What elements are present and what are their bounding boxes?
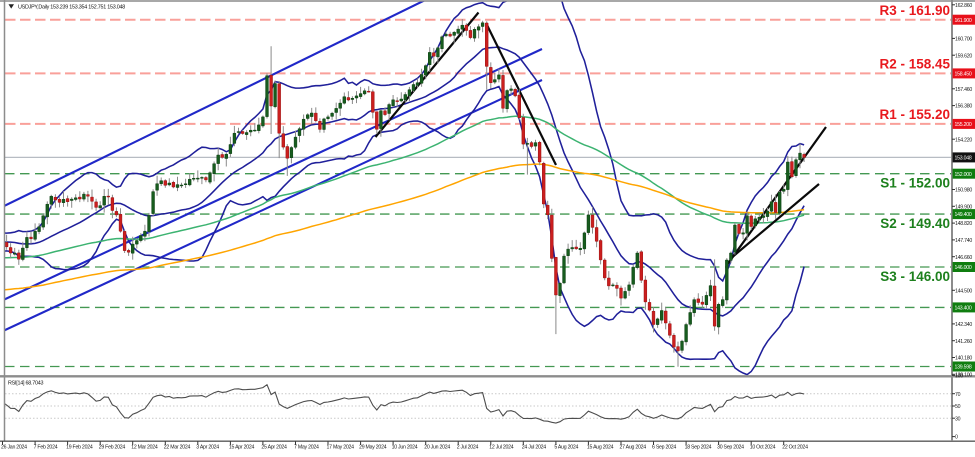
- svg-text:147.740: 147.740: [955, 238, 972, 244]
- svg-text:20 Jun 2024: 20 Jun 2024: [424, 444, 450, 450]
- svg-text:161.900: 161.900: [955, 18, 972, 24]
- svg-text:10 Oct 2024: 10 Oct 2024: [750, 444, 776, 450]
- svg-text:148.820: 148.820: [955, 221, 972, 227]
- svg-text:158.450: 158.450: [955, 72, 972, 78]
- svg-text:S1 - 152.00: S1 - 152.00: [880, 176, 950, 191]
- svg-text:29 Feb 2024: 29 Feb 2024: [99, 444, 126, 450]
- svg-text:10 Jun 2024: 10 Jun 2024: [392, 444, 418, 450]
- svg-text:154.220: 154.220: [955, 137, 972, 143]
- svg-text:156.380: 156.380: [955, 104, 972, 110]
- svg-text:S3 - 146.00: S3 - 146.00: [880, 269, 950, 284]
- svg-text:15 Apr 2024: 15 Apr 2024: [229, 444, 255, 450]
- svg-text:142.340: 142.340: [955, 322, 972, 328]
- svg-text:3 Apr 2024: 3 Apr 2024: [196, 444, 219, 450]
- svg-text:S2 - 149.40: S2 - 149.40: [880, 216, 950, 231]
- svg-text:26 Jan 2024: 26 Jan 2024: [1, 444, 27, 450]
- svg-text:7 Feb 2024: 7 Feb 2024: [34, 444, 58, 450]
- svg-text:R2 - 158.45: R2 - 158.45: [879, 57, 950, 72]
- svg-text:19 Feb 2024: 19 Feb 2024: [66, 444, 93, 450]
- svg-text:30 Sep 2024: 30 Sep 2024: [717, 444, 744, 450]
- svg-text:146.660: 146.660: [955, 255, 972, 261]
- svg-text:30: 30: [955, 416, 961, 422]
- svg-text:157.460: 157.460: [955, 87, 972, 93]
- svg-text:100: 100: [955, 374, 963, 380]
- svg-text:RSI[14] 68.7043: RSI[14] 68.7043: [8, 381, 43, 387]
- svg-text:139.598: 139.598: [955, 365, 972, 371]
- svg-text:25 Apr 2024: 25 Apr 2024: [261, 444, 287, 450]
- svg-text:143.400: 143.400: [955, 306, 972, 312]
- svg-text:12 Jul 2024: 12 Jul 2024: [489, 444, 513, 450]
- svg-text:24 Jul 2024: 24 Jul 2024: [522, 444, 546, 450]
- svg-text:70: 70: [955, 392, 961, 398]
- svg-text:R3 - 161.90: R3 - 161.90: [879, 3, 950, 18]
- svg-text:5 Aug 2024: 5 Aug 2024: [554, 444, 578, 450]
- svg-text:50: 50: [955, 404, 961, 410]
- svg-text:27 Aug 2024: 27 Aug 2024: [620, 444, 647, 450]
- svg-text:USDJPY,Daily 153.239 153.354: USDJPY,Daily 153.239 153.354 152.751 153…: [18, 5, 125, 11]
- svg-text:2 Jul 2024: 2 Jul 2024: [457, 444, 479, 450]
- svg-text:22 Oct 2024: 22 Oct 2024: [782, 444, 808, 450]
- svg-text:160.700: 160.700: [955, 37, 972, 43]
- svg-text:R1 - 155.20: R1 - 155.20: [879, 107, 950, 122]
- svg-text:17 May 2024: 17 May 2024: [327, 444, 355, 450]
- svg-text:18 Sep 2024: 18 Sep 2024: [685, 444, 712, 450]
- svg-text:146.000: 146.000: [955, 265, 972, 271]
- svg-text:0: 0: [955, 435, 958, 441]
- svg-text:6 Sep 2024: 6 Sep 2024: [652, 444, 676, 450]
- svg-text:159.620: 159.620: [955, 53, 972, 59]
- svg-text:144.500: 144.500: [955, 288, 972, 294]
- svg-text:155.200: 155.200: [955, 122, 972, 128]
- svg-text:29 May 2024: 29 May 2024: [359, 444, 387, 450]
- svg-text:22 Mar 2024: 22 Mar 2024: [164, 444, 191, 450]
- svg-text:152.000: 152.000: [955, 172, 972, 178]
- svg-text:153.048: 153.048: [955, 156, 972, 162]
- svg-text:162.860: 162.860: [955, 3, 972, 9]
- svg-text:140.180: 140.180: [955, 356, 972, 362]
- svg-text:7 May 2024: 7 May 2024: [294, 444, 319, 450]
- svg-text:149.400: 149.400: [955, 212, 972, 218]
- svg-text:150.980: 150.980: [955, 188, 972, 194]
- svg-text:141.260: 141.260: [955, 339, 972, 345]
- svg-text:12 Mar 2024: 12 Mar 2024: [131, 444, 158, 450]
- svg-text:15 Aug 2024: 15 Aug 2024: [587, 444, 614, 450]
